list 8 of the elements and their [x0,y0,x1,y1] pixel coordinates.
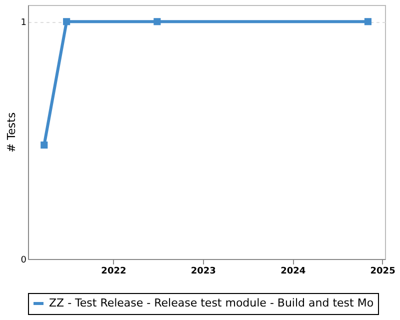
x-tick-label: 2025 [370,266,396,276]
legend-label: ZZ - Test Release - Release test module - Build and test Mo [49,296,374,310]
x-tick-label: 2024 [280,266,306,276]
y-tick-label: 0 [20,256,27,266]
y-axis-title: # Tests [4,112,18,153]
x-tick-label: 2022 [101,266,126,276]
y-tick-label: 1 [20,18,26,28]
x-tick-label: 2023 [190,266,216,276]
